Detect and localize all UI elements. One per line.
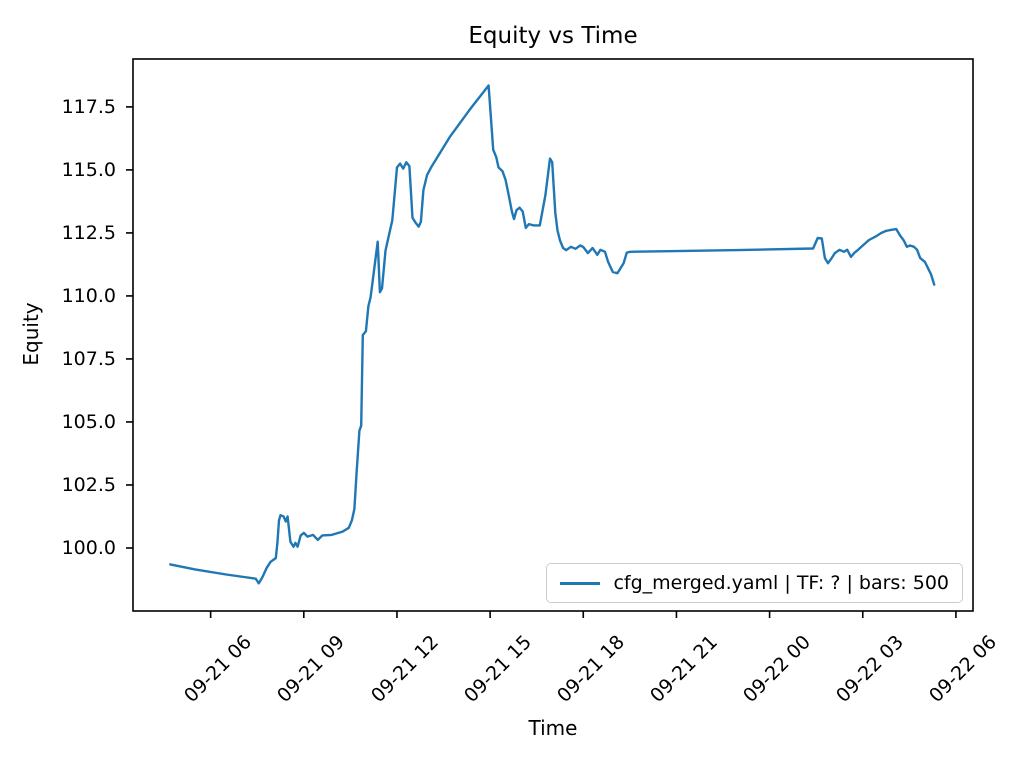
axes-frame <box>132 58 974 612</box>
y-tick-label: 115.0 <box>61 158 116 181</box>
y-tick-label: 105.0 <box>61 410 116 433</box>
equity-line <box>169 84 936 585</box>
y-tick-label: 110.0 <box>61 284 116 307</box>
legend: cfg_merged.yaml | TF: ? | bars: 500 <box>546 563 963 603</box>
y-tick-label: 102.5 <box>61 473 116 496</box>
chart-title: Equity vs Time <box>468 23 638 49</box>
legend-label: cfg_merged.yaml | TF: ? | bars: 500 <box>613 572 949 594</box>
y-tick-label: 117.5 <box>61 95 116 118</box>
y-tick-label: 107.5 <box>61 347 116 370</box>
x-axis-label: Time <box>528 716 578 740</box>
legend-line-sample <box>560 581 601 585</box>
y-tick-label: 100.0 <box>61 536 116 559</box>
y-tick-label: 112.5 <box>61 221 116 244</box>
